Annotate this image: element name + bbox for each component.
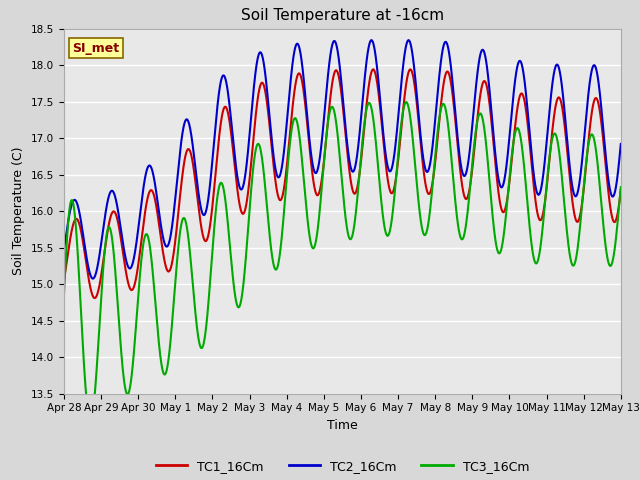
- TC2_16Cm: [547, 100, 554, 106]
- TC2_16Cm: [274, 174, 282, 180]
- TC1_16Cm: [617, 187, 625, 192]
- TC3_16Cm: [403, 99, 410, 105]
- TC2_16Cm: [606, 188, 614, 194]
- TC1_16Cm: [606, 204, 614, 210]
- TC1_16Cm: [60, 277, 68, 283]
- Text: SI_met: SI_met: [72, 42, 120, 55]
- TC3_16Cm: [86, 418, 94, 423]
- TC2_16Cm: [157, 221, 164, 227]
- X-axis label: Time: Time: [327, 419, 358, 432]
- TC2_16Cm: [60, 247, 68, 252]
- TC3_16Cm: [547, 148, 554, 154]
- Y-axis label: Soil Temperature (C): Soil Temperature (C): [12, 147, 26, 276]
- TC2_16Cm: [367, 37, 375, 43]
- TC1_16Cm: [547, 148, 554, 154]
- TC2_16Cm: [617, 141, 625, 147]
- TC3_16Cm: [606, 263, 614, 269]
- TC1_16Cm: [91, 295, 99, 301]
- TC3_16Cm: [157, 356, 164, 362]
- TC1_16Cm: [274, 192, 282, 197]
- TC3_16Cm: [274, 264, 282, 269]
- TC2_16Cm: [89, 276, 97, 281]
- TC3_16Cm: [298, 156, 306, 161]
- TC2_16Cm: [124, 263, 132, 269]
- TC1_16Cm: [124, 278, 132, 284]
- TC2_16Cm: [298, 60, 306, 65]
- Line: TC1_16Cm: TC1_16Cm: [64, 70, 621, 298]
- TC3_16Cm: [124, 391, 132, 397]
- TC1_16Cm: [369, 67, 377, 72]
- Line: TC3_16Cm: TC3_16Cm: [64, 102, 621, 420]
- TC3_16Cm: [60, 291, 68, 297]
- Legend: TC1_16Cm, TC2_16Cm, TC3_16Cm: TC1_16Cm, TC2_16Cm, TC3_16Cm: [151, 455, 534, 478]
- TC1_16Cm: [298, 77, 306, 83]
- Title: Soil Temperature at -16cm: Soil Temperature at -16cm: [241, 9, 444, 24]
- Line: TC2_16Cm: TC2_16Cm: [64, 40, 621, 278]
- TC1_16Cm: [157, 234, 164, 240]
- TC3_16Cm: [617, 184, 625, 190]
